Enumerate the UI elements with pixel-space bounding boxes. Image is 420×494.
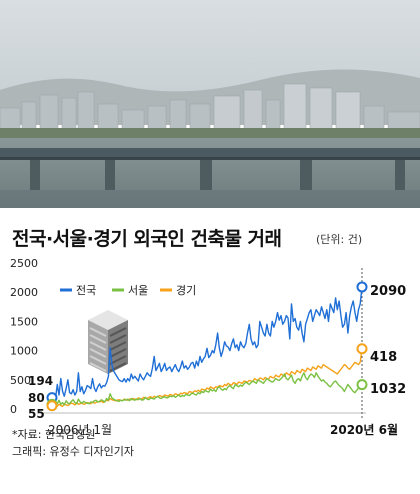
line-chart: 2500 2000 1500 1000 500 0 2006년 1월 2020년 6월 전국 서울… <box>10 257 406 437</box>
y-tick-label-1000: 1000 <box>10 345 38 358</box>
end-value-label-0: 2090 <box>370 284 406 299</box>
start-value-label-0: 194 <box>28 374 53 388</box>
series-line-2 <box>51 348 363 408</box>
building-icon <box>88 310 128 374</box>
city-buildings <box>0 83 420 137</box>
start-value-label-1: 80 <box>28 391 45 405</box>
end-value-label-1: 418 <box>370 350 397 365</box>
series-line-1 <box>51 372 363 407</box>
end-marker-2 <box>356 343 368 355</box>
y-tick-label-2000: 2000 <box>10 286 38 299</box>
start-marker-2 <box>46 400 58 412</box>
y-tick-label-0: 0 <box>10 403 17 416</box>
x-end-label: 2020년 6월 <box>330 422 398 437</box>
start-value-label-2: 55 <box>28 407 45 421</box>
unit-label: (단위: 건) <box>316 233 363 246</box>
legend-label-1: 서울 <box>128 284 148 297</box>
y-tick-label-2500: 2500 <box>10 257 38 270</box>
source-note: *자료: 한국감정원 <box>12 428 96 441</box>
legend-label-2: 경기 <box>176 284 196 297</box>
y-tick-label-500: 500 <box>10 374 31 387</box>
bridge <box>0 148 420 190</box>
tree-line <box>0 128 420 140</box>
credit-note: 그래픽: 유정수 디자인기자 <box>12 445 135 458</box>
end-marker-0 <box>356 281 368 293</box>
end-value-label-2: 1032 <box>370 382 406 397</box>
chart-title: 전국·서울·경기 외국인 건축물 거래 <box>12 228 282 250</box>
series-line-0 <box>51 286 363 400</box>
chart-panel: 전국·서울·경기 외국인 건축물 거래 (단위: 건) 2500 2000 1500… <box>0 208 420 494</box>
legend-label-0: 전국 <box>76 284 96 297</box>
city-photo <box>0 0 420 208</box>
end-marker-1 <box>356 379 368 391</box>
y-tick-label-1500: 1500 <box>10 315 38 328</box>
x-start-label: 2006년 1월 <box>48 423 112 437</box>
